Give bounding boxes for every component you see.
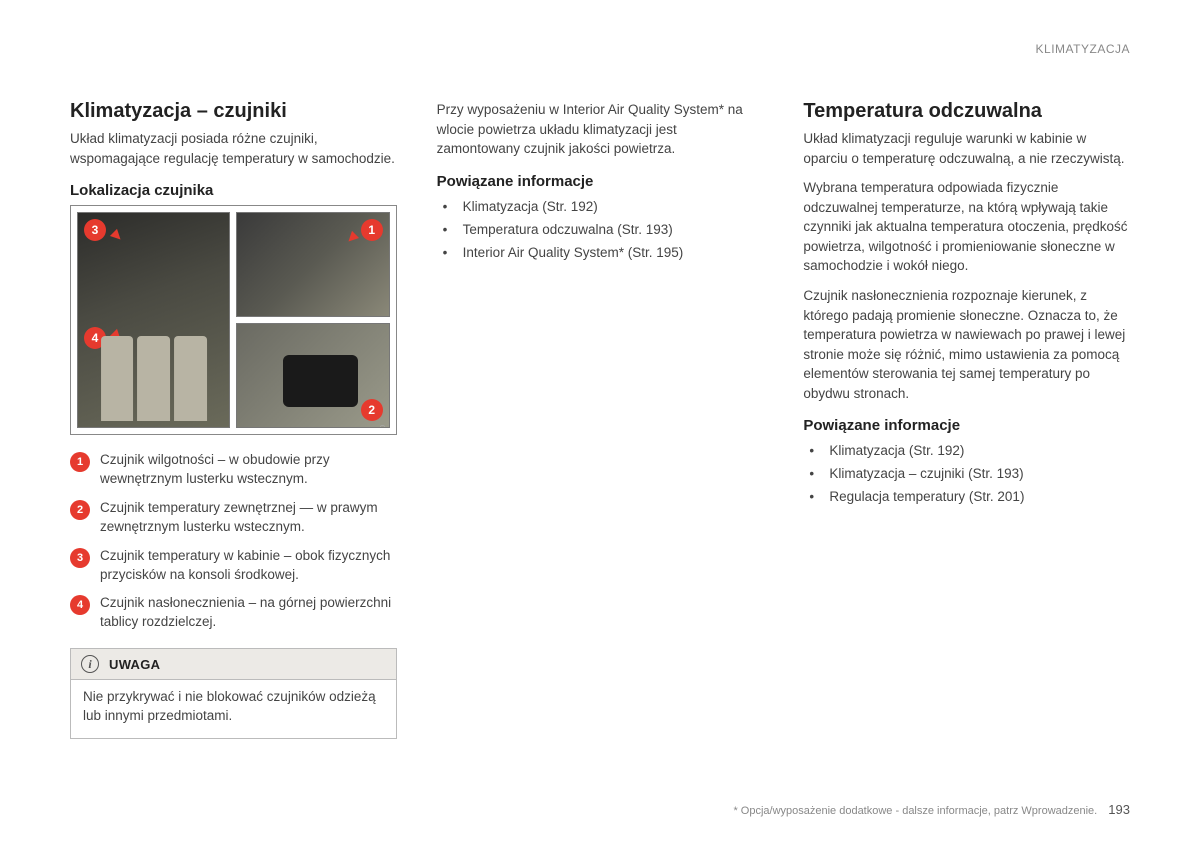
related-link: Klimatyzacja – czujniki (Str. 193) <box>809 463 1130 486</box>
figure-cell-interior: 3 4 <box>77 212 230 428</box>
sensor-legend: 1 Czujnik wilgotności – w obudowie przy … <box>70 451 397 632</box>
legend-item: 3 Czujnik temperatury w kabinie – obok f… <box>70 547 397 585</box>
legend-text-4: Czujnik nasłonecznienia – na górnej powi… <box>100 594 397 632</box>
page-number: 193 <box>1108 802 1130 817</box>
col2-intro: Przy wyposażeniu w Interior Air Quality … <box>437 100 764 159</box>
col3-para-2: Czujnik nasłonecznienia rozpoznaje kieru… <box>803 286 1130 403</box>
column-2: Przy wyposażeniu w Interior Air Quality … <box>437 100 764 739</box>
figure-code: G051590 <box>380 425 387 428</box>
col1-intro: Układ klimatyzacji posiada różne czujnik… <box>70 129 397 168</box>
figure-badge-2: 2 <box>361 399 383 421</box>
note-body: Nie przykrywać i nie blokować czujników … <box>71 680 396 738</box>
col3-related-list: Klimatyzacja (Str. 192) Klimatyzacja – c… <box>803 440 1130 509</box>
col1-heading: Klimatyzacja – czujniki <box>70 100 397 123</box>
content-columns: Klimatyzacja – czujniki Układ klimatyzac… <box>70 100 1130 739</box>
info-icon: i <box>81 655 99 673</box>
note-head: i UWAGA <box>71 649 396 680</box>
related-link: Klimatyzacja (Str. 192) <box>809 440 1130 463</box>
figure-seat <box>137 336 170 422</box>
page: KLIMATYZACJA Klimatyzacja – czujniki Ukł… <box>0 0 1200 845</box>
col3-heading: Temperatura odczuwalna <box>803 100 1130 123</box>
legend-badge-4: 4 <box>70 595 90 615</box>
legend-item: 2 Czujnik temperatury zewnętrznej — w pr… <box>70 499 397 537</box>
legend-badge-2: 2 <box>70 500 90 520</box>
legend-badge-3: 3 <box>70 548 90 568</box>
column-3: Temperatura odczuwalna Układ klimatyzacj… <box>803 100 1130 739</box>
legend-text-2: Czujnik temperatury zewnętrznej — w praw… <box>100 499 397 537</box>
figure-arrow-1 <box>345 231 359 245</box>
footer-note: * Opcja/wyposażenie dodatkowe - dalsze i… <box>733 805 1097 817</box>
figure-seat <box>174 336 207 422</box>
col3-para-1: Wybrana temperatura odpowiada fizycznie … <box>803 178 1130 276</box>
figure-seat <box>101 336 134 422</box>
legend-text-3: Czujnik temperatury w kabinie – obok fiz… <box>100 547 397 585</box>
legend-item: 4 Czujnik nasłonecznienia – na górnej po… <box>70 594 397 632</box>
note-box: i UWAGA Nie przykrywać i nie blokować cz… <box>70 648 397 739</box>
legend-badge-1: 1 <box>70 452 90 472</box>
col2-related-list: Klimatyzacja (Str. 192) Temperatura odcz… <box>437 196 764 265</box>
note-title: UWAGA <box>109 657 160 672</box>
col3-intro: Układ klimatyzacji reguluje warunki w ka… <box>803 129 1130 168</box>
figure-arrow-3 <box>110 229 124 243</box>
figure-seats <box>101 336 207 422</box>
related-link: Temperatura odczuwalna (Str. 193) <box>443 219 764 242</box>
running-head: KLIMATYZACJA <box>1036 42 1130 56</box>
column-1: Klimatyzacja – czujniki Układ klimatyzac… <box>70 100 397 739</box>
legend-item: 1 Czujnik wilgotności – w obudowie przy … <box>70 451 397 489</box>
figure-cell-1: 1 <box>236 212 389 317</box>
col2-subheading-related: Powiązane informacje <box>437 173 764 190</box>
figure-cell-2: 2 G051590 <box>236 323 389 428</box>
related-link: Klimatyzacja (Str. 192) <box>443 196 764 219</box>
page-footer: * Opcja/wyposażenie dodatkowe - dalsze i… <box>733 802 1130 817</box>
figure-badge-1: 1 <box>361 219 383 241</box>
legend-text-1: Czujnik wilgotności – w obudowie przy we… <box>100 451 397 489</box>
figure-badge-3: 3 <box>84 219 106 241</box>
related-link: Regulacja temperatury (Str. 201) <box>809 486 1130 509</box>
figure-mirror <box>283 355 359 407</box>
sensor-location-figure: 3 4 1 2 G051590 <box>70 205 397 435</box>
col1-subheading-location: Lokalizacja czujnika <box>70 182 397 199</box>
related-link: Interior Air Quality System* (Str. 195) <box>443 242 764 265</box>
col3-subheading-related: Powiązane informacje <box>803 417 1130 434</box>
